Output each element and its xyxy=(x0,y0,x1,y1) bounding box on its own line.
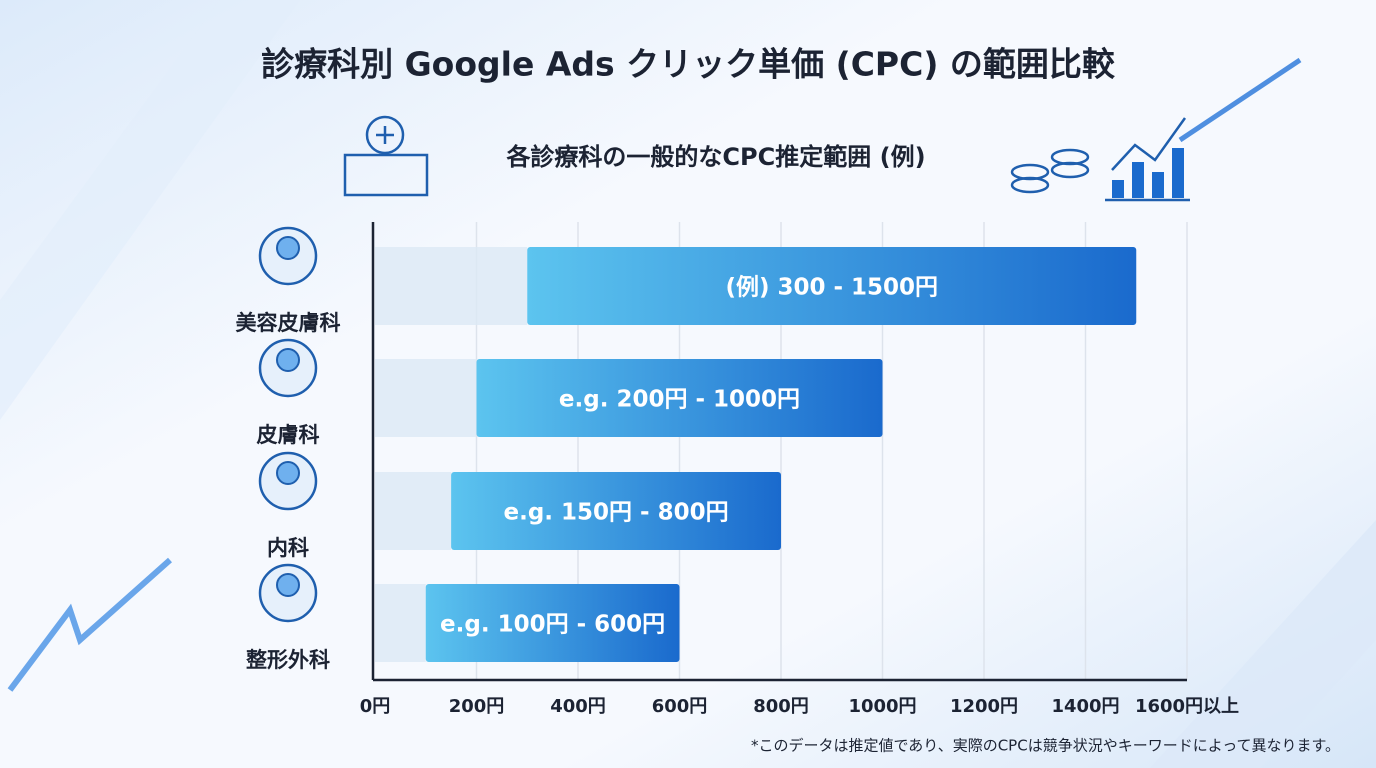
x-tick-label: 200円 xyxy=(449,696,505,717)
category-icon xyxy=(276,573,300,597)
value-label: e.g. 150円 - 800円 xyxy=(503,500,728,526)
arrow-decoration xyxy=(1178,57,1302,143)
range-offset xyxy=(375,584,426,662)
x-tick-label: 0円 xyxy=(360,696,391,717)
x-tick-label: 1200円 xyxy=(950,696,1018,717)
category-icon xyxy=(276,348,300,372)
y-tick-label: 内科 xyxy=(267,536,309,560)
bar xyxy=(476,359,883,437)
icon xyxy=(343,115,1190,202)
x-tick-label: 800円 xyxy=(753,696,809,717)
category-icon xyxy=(276,236,300,260)
range-offset xyxy=(375,247,528,325)
x-tick-label: 1400円 xyxy=(1051,696,1119,717)
value-label: (例) 300 - 1500円 xyxy=(725,275,938,301)
value-label: e.g. 200円 - 1000円 xyxy=(559,387,800,413)
bar xyxy=(425,584,680,662)
y-tick-label: 整形外科 xyxy=(246,648,330,672)
range-offset xyxy=(375,472,452,550)
bar xyxy=(451,472,781,550)
x-tick-label: 1000円 xyxy=(848,696,916,717)
chart-subtitle: 各診療科の一般的なCPC推定範囲 (例) xyxy=(505,143,925,171)
x-tick-label: 400円 xyxy=(550,696,606,717)
range-offset xyxy=(375,359,477,437)
decoration xyxy=(1150,520,1376,768)
icon xyxy=(1112,148,1184,198)
x-tick-label: 1600円以上 xyxy=(1135,696,1239,717)
arrow-decoration xyxy=(7,557,172,692)
category-icon xyxy=(276,461,300,485)
value-label: e.g. 100円 - 600円 xyxy=(440,612,665,638)
bar xyxy=(527,247,1137,325)
y-tick-label: 皮膚科 xyxy=(257,423,320,447)
decoration xyxy=(0,0,300,420)
x-tick-label: 600円 xyxy=(652,696,708,717)
footnote: *このデータは推定値であり、実際のCPCは競争状況やキーワードによって異なります… xyxy=(751,737,1340,755)
chart-title: 診療科別 Google Ads クリック単価 (CPC) の範囲比較 xyxy=(261,45,1116,84)
y-tick-label: 美容皮膚科 xyxy=(236,311,341,335)
